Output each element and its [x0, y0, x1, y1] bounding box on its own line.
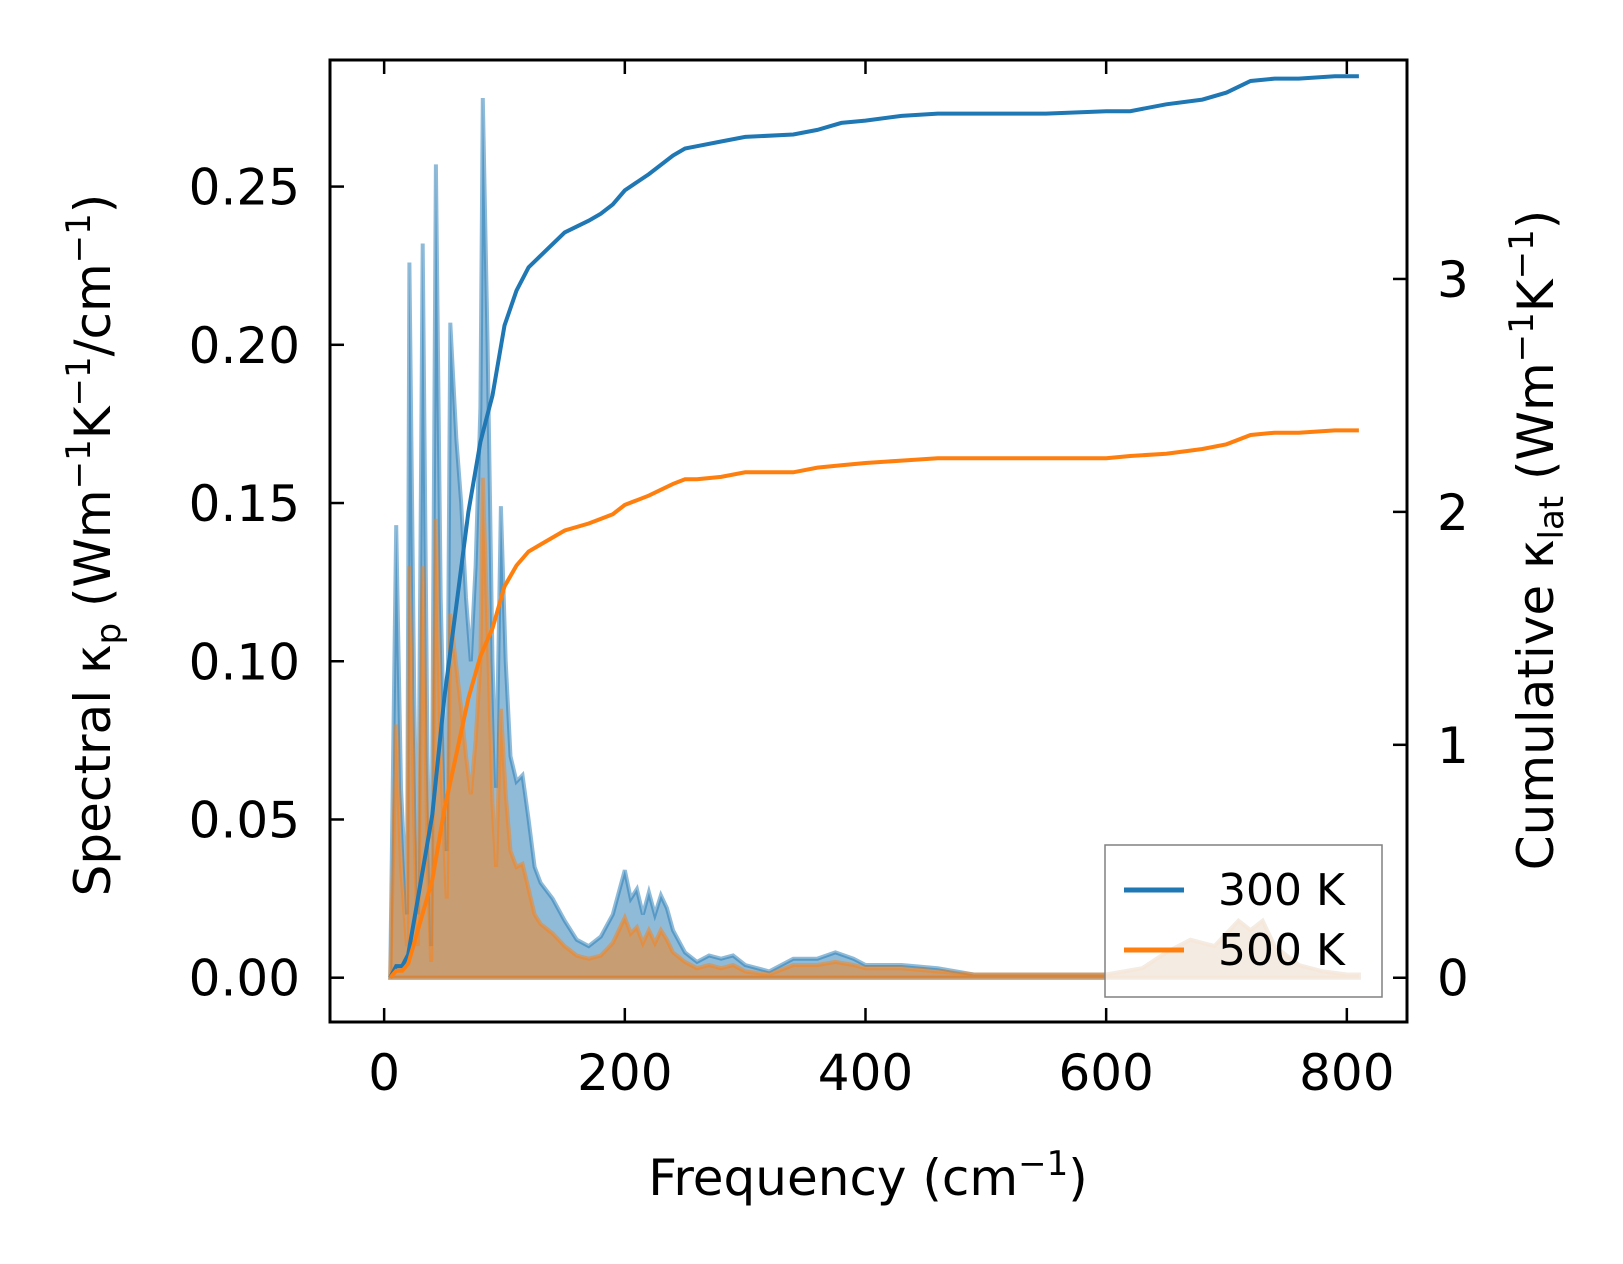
right-y-axis-label: Cumulative κlat (Wm−1K−1)	[1502, 210, 1572, 870]
x-axis-label: Frequency (cm−1)	[648, 1144, 1088, 1207]
legend-box	[1104, 844, 1383, 998]
left-y-tick-label: 0.05	[189, 791, 300, 849]
left-y-tick-label: 0.00	[189, 950, 300, 1008]
axes-frame	[328, 58, 1409, 1024]
left-y-tick-label: 0.25	[189, 159, 300, 217]
x-tick-label: 400	[818, 1044, 913, 1102]
left-y-axis: 0.00 0.05 0.10 0.15 0.25 0.20	[189, 159, 344, 1008]
cumulative-line-500k	[388, 428, 1359, 980]
right-y-axis: 0 1 2 3	[1393, 251, 1469, 1008]
legend-label-500k: 500 K	[1218, 925, 1346, 976]
plot-area	[388, 74, 1361, 980]
right-y-tick-label: 3	[1437, 251, 1469, 309]
x-tick-label: 200	[577, 1044, 672, 1102]
left-y-axis-label: Spectral κp (Wm−1K−1/cm−1)	[59, 194, 129, 897]
cumulative-line-300k	[388, 74, 1359, 979]
left-y-tick-label: 0.10	[189, 633, 300, 691]
right-y-tick-label: 1	[1437, 717, 1469, 775]
x-tick-label: 800	[1299, 1044, 1394, 1102]
legend-label-300k: 300 K	[1218, 865, 1346, 916]
right-y-tick-label: 0	[1437, 950, 1469, 1008]
legend: 300 K 500 K	[1104, 844, 1383, 998]
right-y-tick-label: 2	[1437, 484, 1469, 542]
x-axis: 0 200 400 600 800	[368, 60, 1395, 1102]
x-tick-label: 600	[1058, 1044, 1153, 1102]
x-tick-label: 0	[368, 1044, 400, 1102]
left-y-tick-label: 0.15	[189, 475, 300, 533]
left-y-tick-label: 0.20	[189, 317, 300, 375]
